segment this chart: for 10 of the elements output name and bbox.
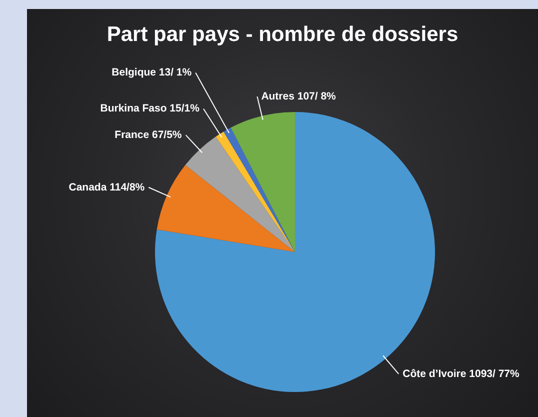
slice-label: France 67/5% [114, 129, 182, 142]
chart-title: Part par pays - nombre de dossiers [106, 23, 458, 46]
slice-label: Autres 107/ 8% [261, 90, 337, 103]
pie-slice [230, 112, 295, 252]
slice-label: Burkina Faso 15/1% [100, 102, 200, 115]
pie-slice [156, 165, 295, 252]
slice-label: Canada 114/8% [68, 181, 146, 194]
pie-slice [185, 136, 295, 252]
slice-label: Côte d’Ivoire 1093/ 77% [402, 368, 520, 380]
slice-label: Belgique 13/ 1% [112, 66, 192, 79]
